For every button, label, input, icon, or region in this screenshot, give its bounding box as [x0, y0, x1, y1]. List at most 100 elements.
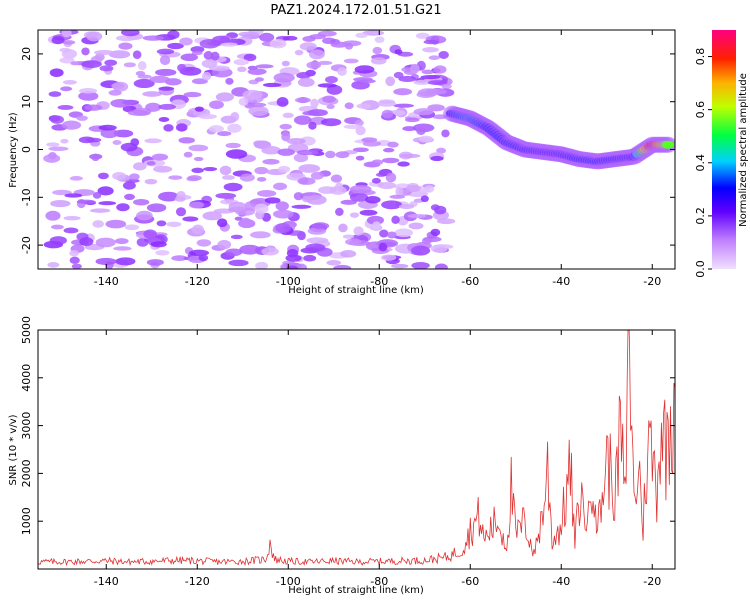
heatmap-noise-blob — [261, 247, 279, 256]
heatmap-noise-blob — [230, 234, 243, 240]
heatmap-noise-blob — [166, 221, 182, 227]
heatmap-noise-blob — [385, 172, 397, 183]
heatmap-noise-blob — [76, 115, 88, 121]
heatmap-noise-blob — [355, 32, 368, 39]
heatmap-noise-blob — [70, 61, 79, 66]
heatmap-noise-blob — [69, 256, 80, 264]
heatmap-noise-blob — [255, 64, 274, 69]
heatmap-noise-blob — [389, 194, 406, 199]
heatmap-noise-blob — [61, 30, 72, 38]
heatmap-noise-blob — [326, 260, 342, 266]
heatmap-noise-blob — [285, 254, 302, 262]
snr-x-label: Height of straight line (km) — [288, 585, 424, 596]
heatmap-noise-blob — [293, 192, 304, 201]
heatmap-noise-blob — [84, 104, 103, 111]
heatmap-noise-blob — [281, 60, 290, 67]
heatmap-noise-blob — [296, 149, 319, 156]
heatmap-noise-blob — [52, 189, 72, 196]
heatmap-noise-blob — [79, 237, 94, 247]
x-tick-label: -80 — [370, 275, 388, 288]
heatmap-noise-blob — [92, 220, 104, 228]
heatmap-noise-blob — [191, 51, 203, 56]
heatmap-noise-blob — [349, 184, 372, 194]
heatmap-noise-blob — [254, 203, 269, 214]
heatmap-noise-blob — [362, 140, 382, 147]
heatmap-noise-blob — [335, 207, 344, 217]
heatmap-noise-blob — [310, 171, 324, 180]
heatmap-noise-blob — [317, 83, 337, 88]
heatmap-noise-blob — [220, 42, 238, 47]
y-tick-label: 4000 — [20, 364, 33, 392]
heatmap-noise-blob — [340, 199, 357, 205]
heatmap-noise-blob — [286, 137, 306, 145]
snr-panel: -140 -120 -100 -80 -60 -40 -20 1000 2000 3000 400… — [8, 316, 676, 596]
heatmap-noise-blob — [337, 67, 347, 76]
heatmap-noise-blob — [305, 243, 326, 252]
heatmap-noise-blob — [296, 72, 311, 79]
heatmap-noise-blob — [45, 210, 61, 221]
heatmap-noise-blob — [259, 32, 275, 42]
x-tick-label: -140 — [94, 275, 119, 288]
heatmap-noise-blob — [297, 177, 316, 185]
heatmap-noise-blob — [365, 196, 381, 204]
heatmap-noise-blob — [424, 185, 435, 193]
heatmap-noise-blob — [238, 31, 260, 38]
heatmap-noise-blob — [133, 78, 155, 89]
heatmap-noise-blob — [418, 135, 434, 143]
heatmap-noise-blob — [115, 257, 136, 266]
heatmap-noise-blob — [306, 194, 327, 205]
heatmap-noise-blob — [411, 261, 430, 269]
heatmap-noise-blob — [291, 204, 312, 209]
heatmap-noise-blob — [415, 32, 430, 39]
colorbar-label: Normalized spectral amplitude — [738, 73, 749, 227]
heatmap-noise-blob — [298, 164, 321, 173]
heatmap-noise-blob — [94, 49, 115, 55]
heatmap-noise-blob — [239, 244, 261, 255]
heatmap-noise-blob — [330, 174, 343, 183]
heatmap-noise-blob — [116, 203, 130, 212]
heatmap-noise-blob — [233, 58, 249, 66]
heatmap-noise-blob — [196, 239, 212, 247]
heatmap-noise-blob — [356, 103, 372, 109]
heatmap-noise-blob — [335, 182, 344, 192]
heatmap-noise-blob — [436, 218, 456, 225]
heatmap-noise-blob — [421, 69, 435, 75]
heatmap-noise-blob — [371, 177, 381, 184]
heatmap-noise-blob — [433, 65, 447, 74]
heatmap-noise-blob — [372, 221, 381, 230]
heatmap-noise-blob — [434, 263, 448, 269]
heatmap-noise-blob — [48, 91, 62, 97]
heatmap-noise-blob — [153, 165, 173, 173]
heatmap-noise-blob — [182, 216, 199, 222]
heatmap-noise-blob — [335, 151, 350, 159]
heatmap-noise-blob — [299, 136, 316, 146]
y-tick-label: 1000 — [20, 507, 33, 535]
heatmap-noise-blob — [269, 38, 287, 49]
heatmap-noise-blob — [390, 263, 409, 269]
heatmap-noise-blob — [295, 263, 308, 269]
heatmap-noise-blob — [146, 203, 167, 213]
heatmap-ridge-cell — [662, 140, 675, 149]
heatmap-noise-blob — [78, 91, 99, 101]
heatmap-noise-blob — [408, 222, 424, 230]
heatmap-noise-blob — [111, 82, 125, 90]
heatmap-noise-blob — [320, 118, 342, 127]
colorbar-ticks: 0.0 0.2 0.4 0.6 0.8 — [694, 48, 712, 278]
heatmap-noise-blob — [422, 47, 439, 53]
snr-y-label: SNR (10 * v/v) — [8, 414, 19, 485]
heatmap-noise-blob — [275, 222, 291, 233]
heatmap-noise-blob — [194, 106, 204, 112]
y-tick-label: 3000 — [20, 412, 33, 440]
heatmap-noise-blob — [129, 173, 140, 181]
heatmap-noise-blob — [425, 88, 447, 95]
heatmap-noise-blob — [234, 216, 243, 221]
heatmap-noise-blob — [297, 77, 315, 88]
colorbar-tick-label: 0.6 — [694, 101, 707, 119]
heatmap-noise-blob — [183, 151, 193, 158]
heatmap-noise-blob — [302, 110, 320, 116]
heatmap-noise-blob — [340, 249, 357, 258]
heatmap-noise-blob — [62, 79, 77, 85]
heatmap-noise-blob — [120, 30, 140, 37]
colorbar-tick-label: 0.8 — [694, 48, 707, 66]
heatmap-noise-blob — [306, 61, 322, 69]
